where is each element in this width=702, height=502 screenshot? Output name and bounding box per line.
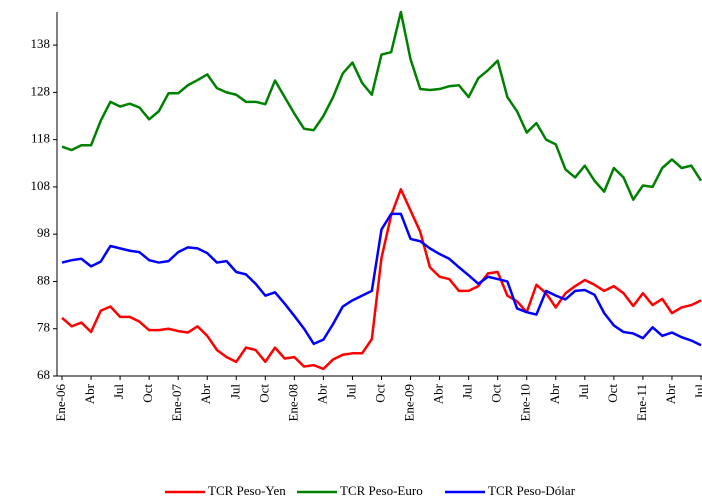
x-tick-label: Oct (372, 384, 387, 403)
x-tick-label: Oct (256, 384, 271, 403)
y-tick-label: 138 (31, 36, 51, 51)
series-line (61, 212, 702, 347)
legend-label: TCR Peso-Yen (208, 483, 286, 498)
series-line (61, 188, 702, 371)
x-tick-label: Oct (489, 384, 504, 403)
y-tick-label: 98 (37, 225, 50, 240)
x-tick-label: Ene-08 (285, 384, 300, 422)
x-tick-label: Abr (663, 383, 678, 404)
x-tick-label: Abr (547, 383, 562, 404)
y-tick-label: 128 (31, 83, 51, 98)
x-tick-label: Ene-06 (53, 384, 68, 422)
x-tick-label: Jul (227, 384, 242, 400)
x-tick-label: Jul (343, 384, 358, 400)
x-tick-label: Jul (460, 384, 475, 400)
legend-label: TCR Peso-Dólar (488, 483, 576, 498)
series-line (61, 10, 702, 201)
x-tick-label: Abr (431, 383, 446, 404)
x-tick-label: Jul (692, 384, 702, 400)
x-tick-label: Abr (198, 383, 213, 404)
x-tick-label: Abr (314, 383, 329, 404)
x-tick-label: Jul (111, 384, 126, 400)
legend-label: TCR Peso-Euro (340, 483, 423, 498)
x-tick-label: Jul (576, 384, 591, 400)
x-tick-label: Abr (82, 383, 97, 404)
x-tick-label: Ene-07 (169, 384, 184, 422)
x-tick-label: Ene-11 (634, 384, 649, 421)
y-tick-label: 78 (37, 320, 50, 335)
y-tick-label: 68 (37, 367, 50, 382)
x-tick-label: Ene-09 (402, 384, 417, 422)
x-tick-label: Oct (140, 384, 155, 403)
y-tick-label: 118 (31, 131, 50, 146)
x-tick-label: Ene-10 (518, 384, 533, 422)
y-tick-label: 108 (31, 178, 51, 193)
x-tick-label: Oct (605, 384, 620, 403)
y-tick-label: 88 (37, 272, 50, 287)
